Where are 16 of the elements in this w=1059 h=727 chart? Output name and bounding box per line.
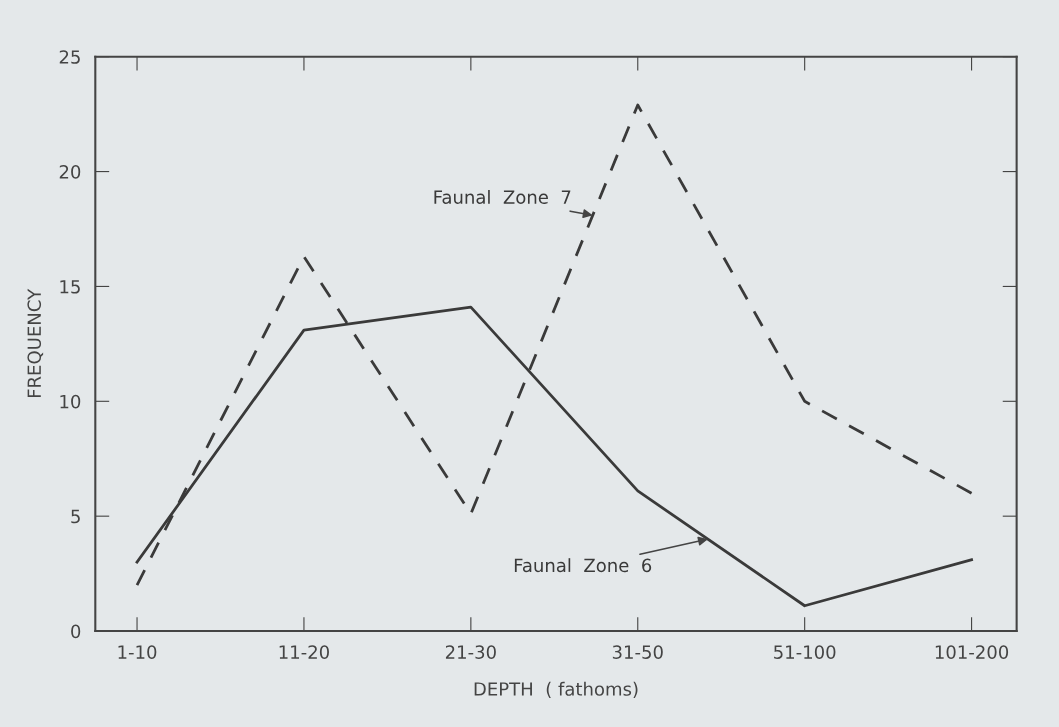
y-tick-label: 5 — [71, 509, 80, 524]
y-tick-label: 0 — [71, 624, 81, 639]
series-label: Faunal Zone 7 — [434, 189, 571, 204]
text: Faunal Zone 6 — [514, 558, 652, 573]
y-axis-title: FREQUENCY — [27, 288, 44, 398]
x-tick-label: 21-30 — [445, 645, 496, 659]
x-tick-label: 1-10 — [118, 645, 157, 659]
x-tick-label: 31-50 — [612, 645, 663, 659]
x-tick-label: 101-200 — [935, 645, 1009, 659]
y-tick-label: 20 — [59, 165, 81, 179]
y-tick-label: 10 — [60, 394, 81, 409]
x-tick-label: 51-100 — [774, 645, 836, 659]
x-axis-title: DEPTH ( fathoms) — [474, 681, 638, 698]
y-tick-label: 15 — [60, 280, 80, 294]
x-tick-label: 11-20 — [279, 645, 329, 659]
y-tick-label: 25 — [59, 50, 80, 64]
